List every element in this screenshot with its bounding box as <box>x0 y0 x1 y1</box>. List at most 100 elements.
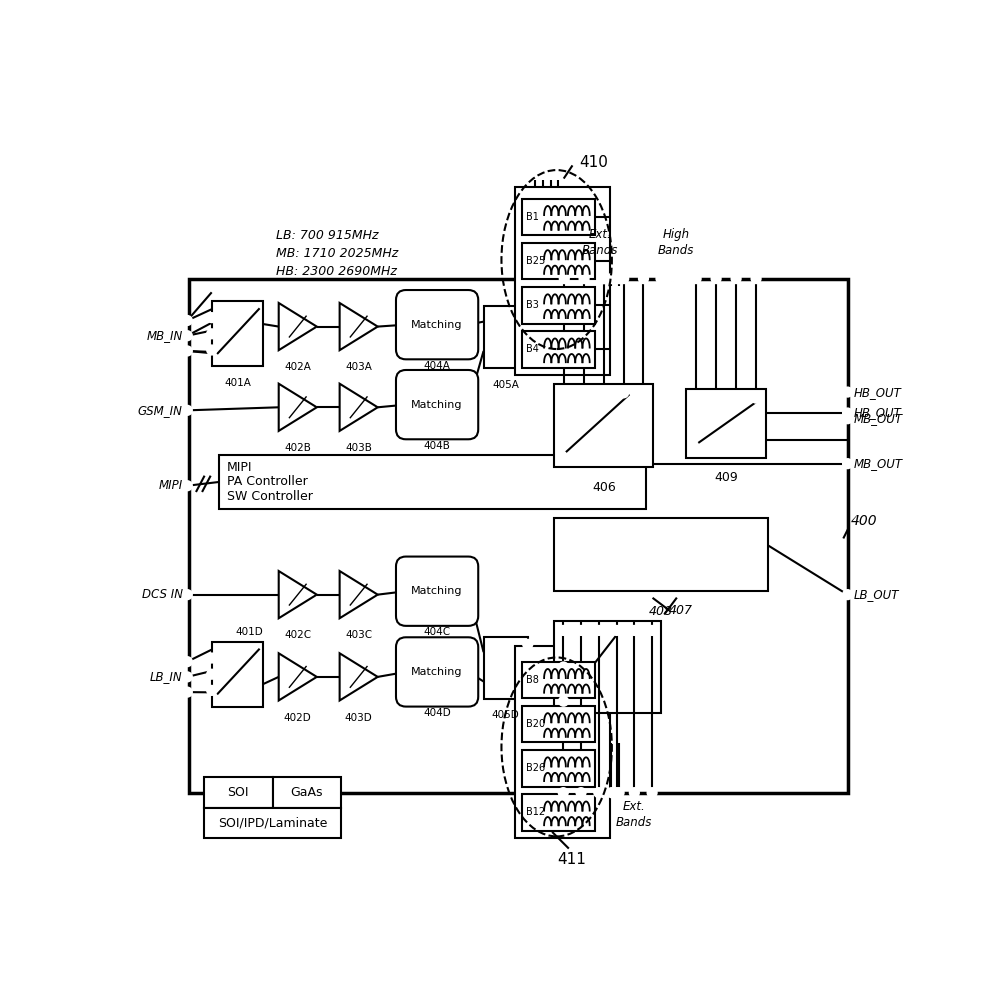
Circle shape <box>630 788 639 797</box>
Text: MB_OUT: MB_OUT <box>854 412 903 425</box>
Bar <box>686 389 766 458</box>
Circle shape <box>712 274 721 283</box>
Text: 404D: 404D <box>423 708 451 718</box>
Circle shape <box>639 274 648 283</box>
Circle shape <box>557 451 567 461</box>
Circle shape <box>183 315 192 325</box>
Text: 407: 407 <box>669 604 693 617</box>
Bar <box>204 808 341 839</box>
Text: 404C: 404C <box>424 627 451 637</box>
Text: LB_OUT: LB_OUT <box>854 588 899 601</box>
Text: 401D: 401D <box>236 627 264 637</box>
Circle shape <box>523 671 532 680</box>
Bar <box>189 279 848 792</box>
Text: 400: 400 <box>851 514 877 528</box>
Text: 405D: 405D <box>492 710 520 720</box>
Text: MB_IN: MB_IN <box>147 329 183 342</box>
Circle shape <box>648 788 657 797</box>
Bar <box>219 455 646 508</box>
Circle shape <box>183 657 192 667</box>
Text: MIPI: MIPI <box>159 480 183 493</box>
Text: 409: 409 <box>714 472 738 485</box>
Text: 410: 410 <box>580 155 608 170</box>
Text: 403C: 403C <box>345 630 372 641</box>
Text: 403A: 403A <box>345 362 372 373</box>
Circle shape <box>183 687 192 696</box>
Text: B3: B3 <box>526 301 539 311</box>
Circle shape <box>560 389 569 398</box>
Circle shape <box>843 388 852 397</box>
Text: DCS IN: DCS IN <box>142 588 183 601</box>
Text: GSM_IN: GSM_IN <box>138 404 183 416</box>
Circle shape <box>559 663 568 672</box>
Circle shape <box>843 590 852 599</box>
Bar <box>522 706 595 743</box>
Bar <box>554 621 661 713</box>
Circle shape <box>752 274 761 283</box>
Text: 404B: 404B <box>424 441 451 451</box>
Circle shape <box>523 686 532 695</box>
Text: GaAs: GaAs <box>291 786 323 799</box>
Circle shape <box>607 788 616 797</box>
Circle shape <box>732 274 741 283</box>
Circle shape <box>692 394 701 403</box>
Text: 408: 408 <box>649 604 673 617</box>
Circle shape <box>183 405 192 415</box>
Circle shape <box>554 788 563 797</box>
Text: SOI: SOI <box>228 786 249 799</box>
Circle shape <box>692 274 701 283</box>
Circle shape <box>523 640 532 649</box>
Circle shape <box>639 389 648 398</box>
Circle shape <box>559 626 568 635</box>
Circle shape <box>523 356 532 365</box>
Bar <box>204 777 273 808</box>
Bar <box>212 642 263 706</box>
Bar <box>522 243 595 279</box>
Text: B4: B4 <box>526 344 539 354</box>
Circle shape <box>207 345 216 355</box>
Circle shape <box>612 626 621 635</box>
Text: HB_OUT: HB_OUT <box>854 386 901 399</box>
Circle shape <box>672 274 681 283</box>
Circle shape <box>523 324 532 334</box>
Circle shape <box>183 482 192 491</box>
Circle shape <box>183 590 192 599</box>
Circle shape <box>576 274 586 283</box>
Text: High
Bands: High Bands <box>658 228 694 257</box>
Circle shape <box>687 274 696 283</box>
Text: Matching: Matching <box>411 667 463 676</box>
Circle shape <box>599 274 608 283</box>
Text: B25: B25 <box>526 256 545 266</box>
Circle shape <box>615 788 624 797</box>
Circle shape <box>183 331 192 340</box>
Bar <box>522 794 595 831</box>
Circle shape <box>207 670 216 678</box>
Circle shape <box>612 788 621 797</box>
Bar <box>522 662 595 698</box>
Bar <box>212 302 263 366</box>
Text: B20: B20 <box>526 719 545 729</box>
FancyBboxPatch shape <box>396 557 478 626</box>
Circle shape <box>689 441 698 451</box>
Circle shape <box>207 314 216 322</box>
Circle shape <box>559 696 568 706</box>
Circle shape <box>664 274 673 283</box>
Circle shape <box>559 788 568 797</box>
Circle shape <box>619 274 628 283</box>
Text: MB_OUT: MB_OUT <box>854 457 903 470</box>
Circle shape <box>183 346 192 355</box>
Circle shape <box>546 788 555 797</box>
FancyBboxPatch shape <box>396 637 478 706</box>
Text: 403D: 403D <box>345 713 373 723</box>
Circle shape <box>531 274 540 283</box>
Circle shape <box>843 414 852 423</box>
Circle shape <box>560 274 569 283</box>
Text: 406: 406 <box>592 482 616 494</box>
Text: LB_IN: LB_IN <box>150 671 183 683</box>
Text: SOI/IPD/Laminate: SOI/IPD/Laminate <box>218 817 327 830</box>
Circle shape <box>523 656 532 665</box>
FancyBboxPatch shape <box>396 370 478 439</box>
Circle shape <box>607 274 616 283</box>
Text: MIPI: MIPI <box>227 461 252 474</box>
Text: Matching: Matching <box>411 319 463 329</box>
